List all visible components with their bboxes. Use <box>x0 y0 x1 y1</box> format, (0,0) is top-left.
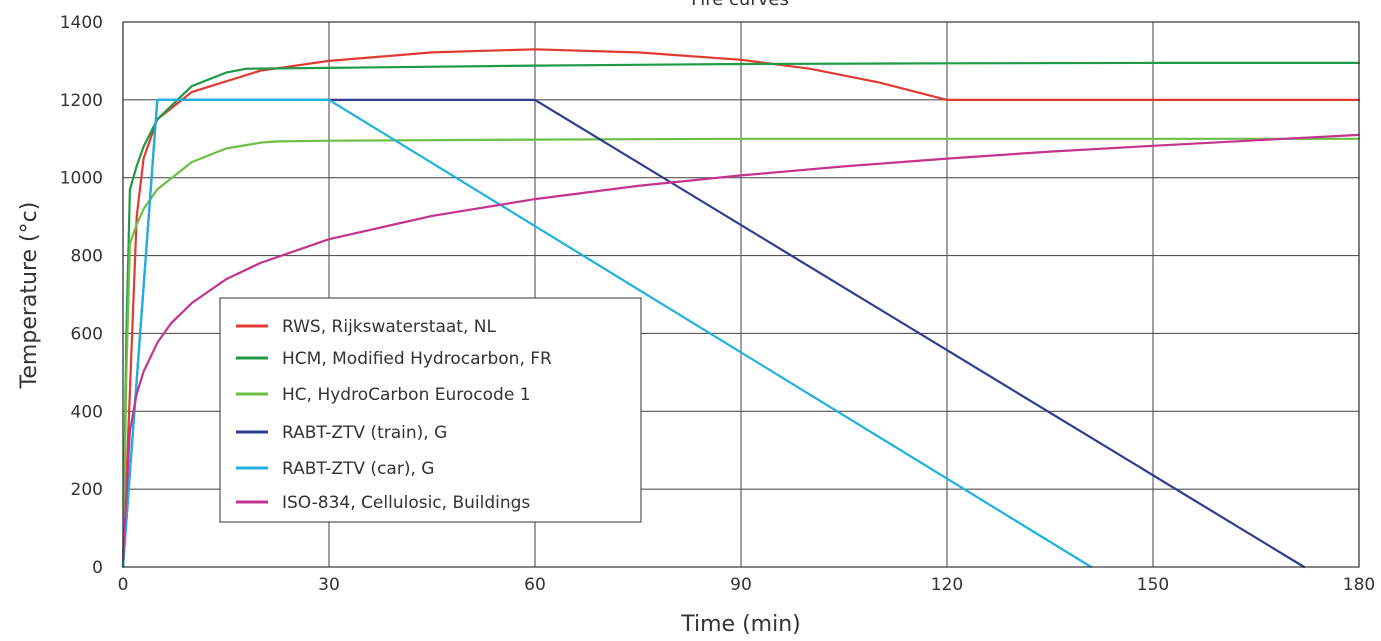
y-tick-label: 1200 <box>60 91 103 111</box>
x-tick-label: 90 <box>730 575 752 595</box>
series-line-1 <box>121 61 1361 569</box>
x-axis-title: Time (min) <box>680 612 801 637</box>
chart-title: Fire curves <box>691 0 789 10</box>
series-line-2 <box>121 137 1361 569</box>
x-tick-label: 120 <box>931 575 963 595</box>
legend-box <box>219 297 642 523</box>
legend-label-4: RABT-ZTV (car), G <box>282 459 434 479</box>
x-tick-label: 150 <box>1137 575 1169 595</box>
y-tick-label: 200 <box>71 480 103 500</box>
y-tick-label: 1000 <box>60 169 103 189</box>
legend-label-5: ISO-834, Cellulosic, Buildings <box>282 493 530 513</box>
y-tick-label: 800 <box>71 247 103 267</box>
series-line-0 <box>121 48 1361 569</box>
series-line-5 <box>121 133 1361 561</box>
legend-label-2: HC, HydroCarbon Eurocode 1 <box>282 385 531 405</box>
y-axis-ticks: 0 200 400 600 800 1000 1200 1400 <box>60 13 103 578</box>
plot-frame <box>122 21 1360 568</box>
x-tick-label: 60 <box>524 575 546 595</box>
legend: RWS, Rijkswaterstaat, NL HCM, Modified Hy… <box>219 297 642 523</box>
x-tick-label: 180 <box>1343 575 1375 595</box>
series-lines <box>121 48 1361 569</box>
y-tick-label: 1400 <box>60 13 103 33</box>
y-tick-label: 0 <box>92 558 103 578</box>
x-axis-ticks: 0 30 60 90 120 150 180 <box>118 575 1376 595</box>
legend-label-1: HCM, Modified Hydrocarbon, FR <box>282 349 552 369</box>
x-tick-label: 0 <box>118 575 129 595</box>
series-line-4 <box>121 98 1093 569</box>
legend-label-3: RABT-ZTV (train), G <box>282 423 447 443</box>
y-axis-title: Temperature (°c) <box>17 202 42 390</box>
y-tick-label: 600 <box>71 324 103 344</box>
x-tick-label: 30 <box>318 575 340 595</box>
legend-label-0: RWS, Rijkswaterstaat, NL <box>282 317 496 337</box>
y-tick-label: 400 <box>71 402 103 422</box>
